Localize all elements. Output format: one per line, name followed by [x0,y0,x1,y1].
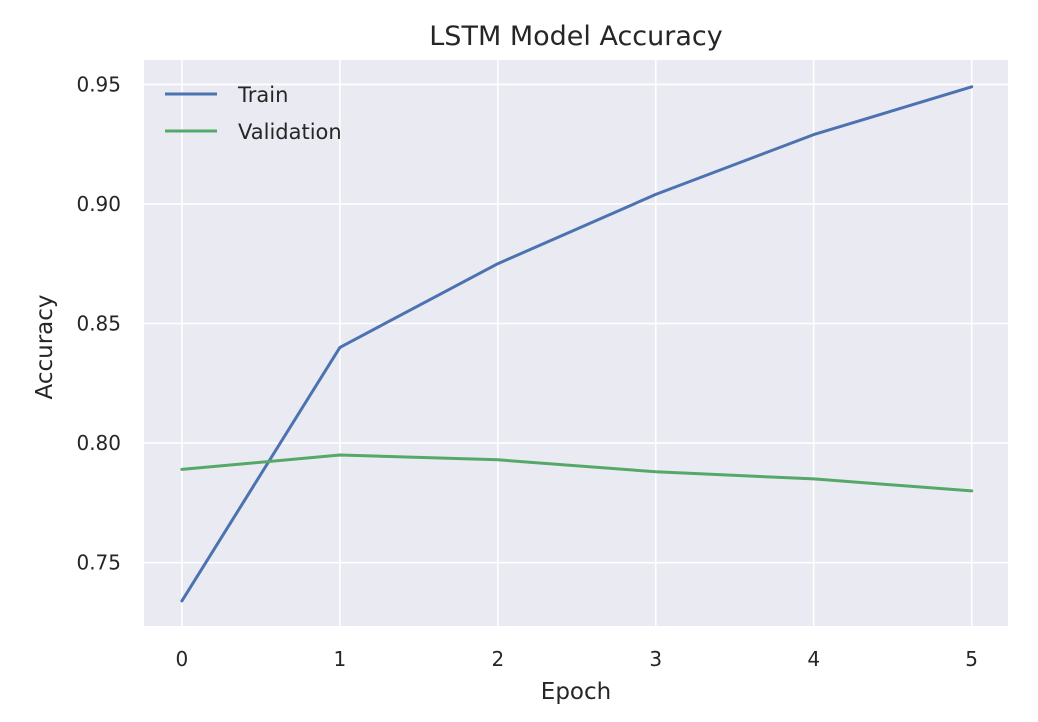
chart-title: LSTM Model Accuracy [429,21,722,52]
legend: Train Validation [165,83,342,144]
y-axis-label: Accuracy [32,294,58,399]
y-tick-label: 0.85 [76,312,121,336]
y-tick-label: 0.95 [76,72,121,96]
y-tick-label: 0.90 [76,192,121,216]
x-tick-label: 3 [649,647,662,671]
series-line-train [180,85,974,603]
y-tick-labels: 0.75 0.80 0.85 0.90 0.95 [76,72,121,574]
plot-area [144,60,1008,626]
grid-lines [144,60,1008,626]
legend-label-validation: Validation [238,120,342,144]
x-tick-label: 2 [491,647,504,671]
y-tick-label: 0.75 [76,551,121,575]
legend-label-train: Train [237,83,288,107]
series-lines [180,85,974,603]
x-tick-label: 5 [965,647,978,671]
x-tick-label: 0 [176,647,189,671]
x-tick-labels: 0 1 2 3 4 5 [176,647,978,671]
y-tick-label: 0.80 [76,431,121,455]
x-tick-label: 1 [333,647,346,671]
x-axis-label: Epoch [541,679,611,705]
x-tick-label: 4 [807,647,820,671]
series-line-validation [180,453,974,493]
